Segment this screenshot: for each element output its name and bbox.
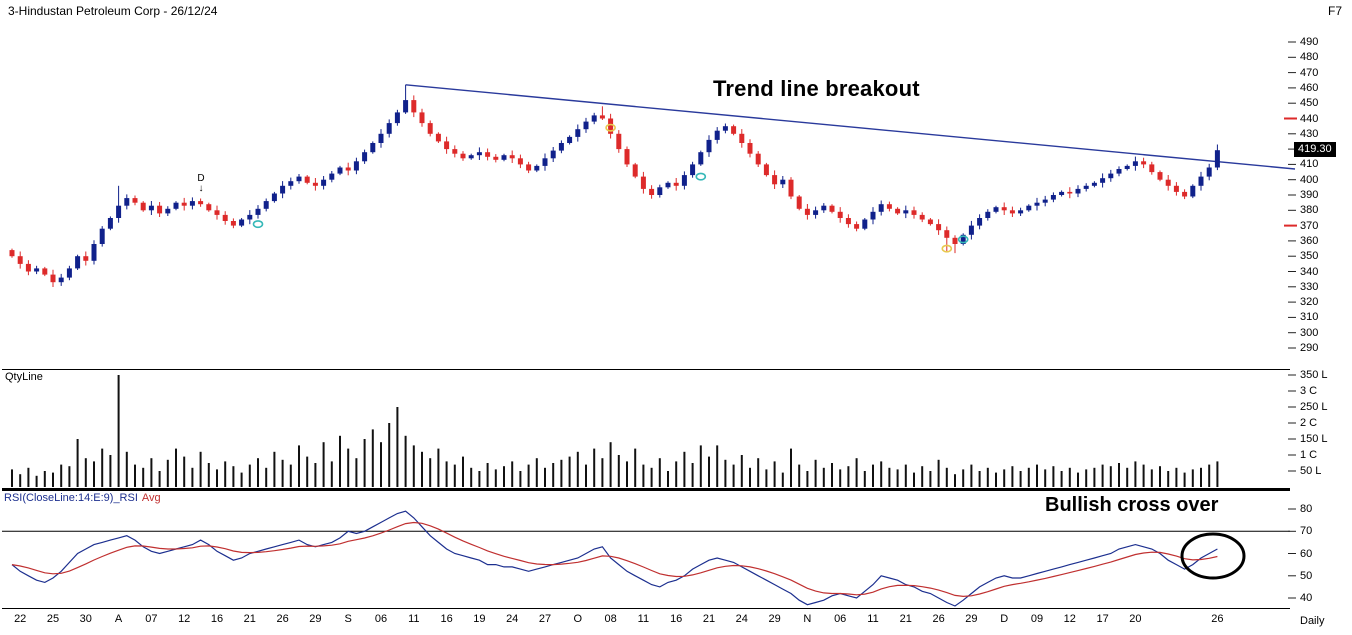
date-axis-label: 11 — [637, 613, 650, 625]
date-axis-label: 21 — [243, 613, 256, 625]
date-axis-label: 24 — [506, 613, 519, 625]
date-axis-label: 16 — [670, 613, 683, 625]
date-axis-label: 12 — [178, 613, 191, 625]
date-axis-label: 07 — [145, 613, 158, 625]
date-axis-label: 11 — [867, 613, 879, 625]
date-axis-label: 08 — [604, 613, 617, 625]
date-axis-label: 26 — [932, 613, 945, 625]
date-axis-label: 21 — [899, 613, 912, 625]
last-price-tag: 419.30 — [1294, 142, 1336, 157]
date-axis-label: 09 — [1030, 613, 1044, 625]
date-axis-label: O — [573, 613, 583, 625]
trendline-breakout-annotation: Trend line breakout — [713, 76, 920, 101]
date-axis-label: 16 — [440, 613, 453, 625]
date-axis-label: 19 — [473, 613, 486, 625]
date-axis-label: 29 — [965, 613, 978, 625]
date-axis-label: D — [1000, 613, 1009, 625]
date-axis-label: 25 — [46, 613, 60, 625]
rsi-avg-label: Avg — [141, 492, 161, 504]
chart-title: 3-Hindustan Petroleum Corp - 26/12/24 — [8, 4, 218, 18]
date-axis-label: N — [803, 613, 812, 625]
rsi-indicator-label: RSI(CloseLine:14:E:9)_RSI — [4, 492, 138, 504]
date-axis: 22 25 30 A 07 12 16 21 26 29 S 06 11 16 19 24 27 O 08 11 16 2… — [0, 613, 1290, 631]
date-axis-label: 16 — [210, 613, 224, 625]
date-axis-label: 21 — [702, 613, 716, 625]
rsi-panel-label: RSI(CloseLine:14:E:9)_RSI Avg — [4, 492, 161, 504]
dividend-marker: D ↓ — [194, 174, 208, 194]
date-axis-label: 11 — [408, 613, 420, 625]
date-axis-label: 24 — [735, 613, 748, 625]
down-arrow-icon: ↓ — [198, 183, 204, 194]
date-axis-label: A — [114, 613, 123, 625]
date-axis-label: 06 — [374, 613, 388, 625]
date-axis-label: 27 — [538, 613, 552, 625]
date-axis-label: S — [344, 613, 352, 625]
bullish-crossover-annotation: Bullish cross over — [1045, 494, 1219, 516]
date-axis-label: 29 — [309, 613, 322, 625]
date-axis-label: 12 — [1063, 613, 1076, 625]
date-axis-label: 17 — [1096, 613, 1109, 625]
volume-panel-label: QtyLine — [5, 371, 43, 383]
date-axis-label: 06 — [834, 613, 847, 625]
date-axis-label: 22 — [14, 613, 27, 625]
timeframe-label: Daily — [1300, 615, 1325, 627]
date-axis-label: 26 — [1211, 613, 1224, 625]
date-axis-label: 29 — [768, 613, 781, 625]
date-axis-label: 30 — [79, 613, 92, 625]
date-axis-label: 20 — [1129, 613, 1142, 625]
fkey-label: F7 — [1327, 4, 1342, 18]
dividend-marker-letter: D — [197, 173, 205, 184]
date-axis-label: 26 — [276, 613, 289, 625]
